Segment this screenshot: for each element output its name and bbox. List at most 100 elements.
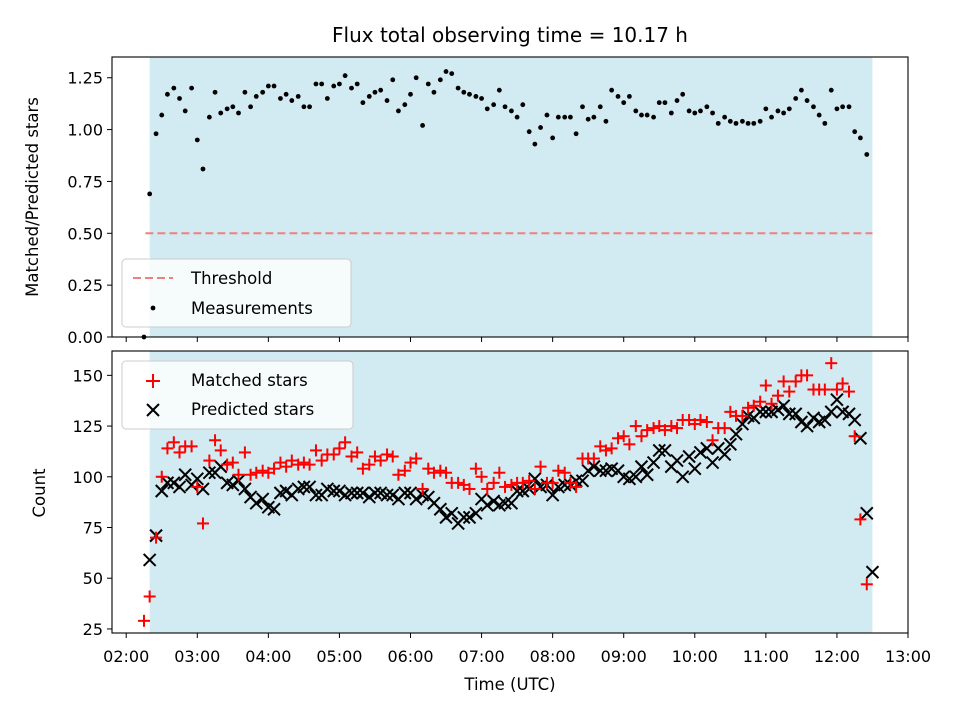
measurement-point: [686, 108, 692, 114]
measurement-point: [514, 114, 520, 120]
measurement-point: [627, 94, 632, 99]
measurement-point: [828, 87, 834, 93]
predicted-stars-stroke: [658, 443, 672, 458]
matched-stars-point: [363, 458, 376, 471]
matched-stars-point: [303, 458, 316, 471]
predicted-stars-stroke: [558, 478, 572, 492]
predicted-stars-point: [688, 461, 702, 476]
measurement-point: [846, 104, 852, 110]
measurement-point: [520, 102, 526, 108]
predicted-stars-point: [771, 403, 785, 417]
predicted-stars-stroke: [226, 478, 240, 492]
matched-stars-point: [161, 442, 174, 455]
predicted-stars-point: [658, 443, 672, 458]
measurement-point: [425, 81, 431, 87]
matched-stars-point: [694, 413, 707, 426]
predicted-stars-stroke: [362, 490, 376, 504]
measurement-point: [751, 120, 757, 126]
measurement-point: [194, 137, 200, 143]
predicted-stars-point: [705, 455, 720, 470]
measurement-point: [692, 110, 698, 116]
measurement-point: [301, 104, 307, 110]
measurement-point: [378, 87, 384, 93]
matched-stars-point: [523, 474, 536, 487]
predicted-stars-stroke: [249, 496, 263, 510]
predicted-stars-stroke: [172, 480, 187, 494]
measurement-point: [200, 166, 206, 172]
matched-stars-point: [552, 464, 565, 477]
predicted-stars-point: [717, 447, 732, 462]
top-legend: Threshold Measurements: [121, 258, 352, 328]
measurement-point: [793, 96, 799, 101]
measurement-point: [573, 131, 579, 137]
top-y-ticks: 0.00 0.25 0.50 0.75 1.00 1.25: [67, 69, 112, 347]
matched-stars-point: [392, 468, 405, 481]
measurement-points: [141, 69, 870, 340]
top-plot-frame: [111, 56, 909, 338]
measurement-point: [153, 131, 159, 137]
predicted-stars-stroke: [865, 565, 880, 579]
predicted-stars-point: [172, 480, 187, 494]
predicted-stars-stroke: [700, 441, 714, 456]
measurement-point: [366, 94, 372, 99]
predicted-stars-stroke: [190, 472, 204, 486]
predicted-stars-point: [255, 492, 270, 506]
predicted-stars-point: [729, 427, 743, 441]
predicted-stars-point: [457, 510, 471, 525]
bottom-x-tick-label: 07:00: [459, 647, 505, 666]
bottom-x-ticks: 02:00 03:00 04:00 05:00 06:00 07:00 08:00 09:00…: [103, 633, 931, 666]
measurement-point: [544, 112, 550, 118]
predicted-stars-stroke: [510, 484, 524, 498]
legend-measurements-swatch: [150, 305, 156, 311]
measurement-point: [668, 110, 674, 116]
measurement-point: [189, 85, 195, 91]
predicted-stars-stroke: [469, 506, 483, 521]
predicted-stars-stroke: [332, 484, 347, 498]
predicted-stars-stroke: [462, 510, 477, 525]
matched-stars-point: [185, 440, 198, 453]
measurement-point: [710, 110, 715, 116]
predicted-stars-stroke: [789, 407, 803, 421]
predicted-stars-stroke: [255, 492, 270, 506]
predicted-stars-stroke: [569, 474, 583, 488]
predicted-stars-stroke: [327, 484, 341, 498]
matched-stars-point: [203, 454, 216, 467]
measurement-point: [656, 100, 662, 106]
matched-stars-point: [771, 389, 784, 402]
bottom-x-tick-label: 04:00: [245, 647, 291, 666]
predicted-stars-stroke: [830, 392, 844, 407]
bottom-legend: Matched stars Predicted stars: [121, 360, 354, 430]
predicted-stars-stroke: [800, 419, 814, 433]
predicted-stars-point: [646, 455, 661, 470]
measurement-point: [568, 114, 573, 120]
measurement-point: [639, 112, 644, 118]
predicted-stars-point: [190, 472, 204, 486]
measurement-point: [218, 110, 224, 116]
predicted-stars-stroke: [142, 553, 157, 567]
bottom-x-tick-label: 05:00: [316, 647, 362, 666]
measurement-point: [852, 129, 858, 135]
matched-stars-point: [617, 430, 630, 443]
top-y-tick-label: 0.25: [67, 276, 103, 295]
predicted-stars-point: [279, 484, 293, 498]
matched-stars-point: [452, 476, 465, 489]
measurement-point: [763, 106, 769, 112]
predicted-stars-point: [202, 466, 217, 480]
measurement-point: [496, 87, 502, 93]
matched-stars-point: [434, 464, 447, 477]
matched-stars-point: [469, 462, 482, 475]
measurement-point: [147, 191, 153, 197]
predicted-stars-point: [160, 476, 175, 490]
measurement-point: [804, 98, 810, 103]
measurement-point: [236, 110, 241, 116]
measurement-point: [532, 141, 538, 147]
matched-stars-point: [570, 480, 583, 493]
matched-stars-point: [398, 464, 411, 477]
predicted-stars-point: [344, 486, 359, 500]
predicted-stars-point: [142, 553, 157, 567]
matched-stars-point: [558, 466, 571, 479]
matched-stars-point: [801, 369, 814, 382]
legend-predicted-swatch: [146, 403, 160, 417]
measurement-point: [372, 89, 378, 95]
predicted-stars-stroke: [220, 476, 234, 490]
